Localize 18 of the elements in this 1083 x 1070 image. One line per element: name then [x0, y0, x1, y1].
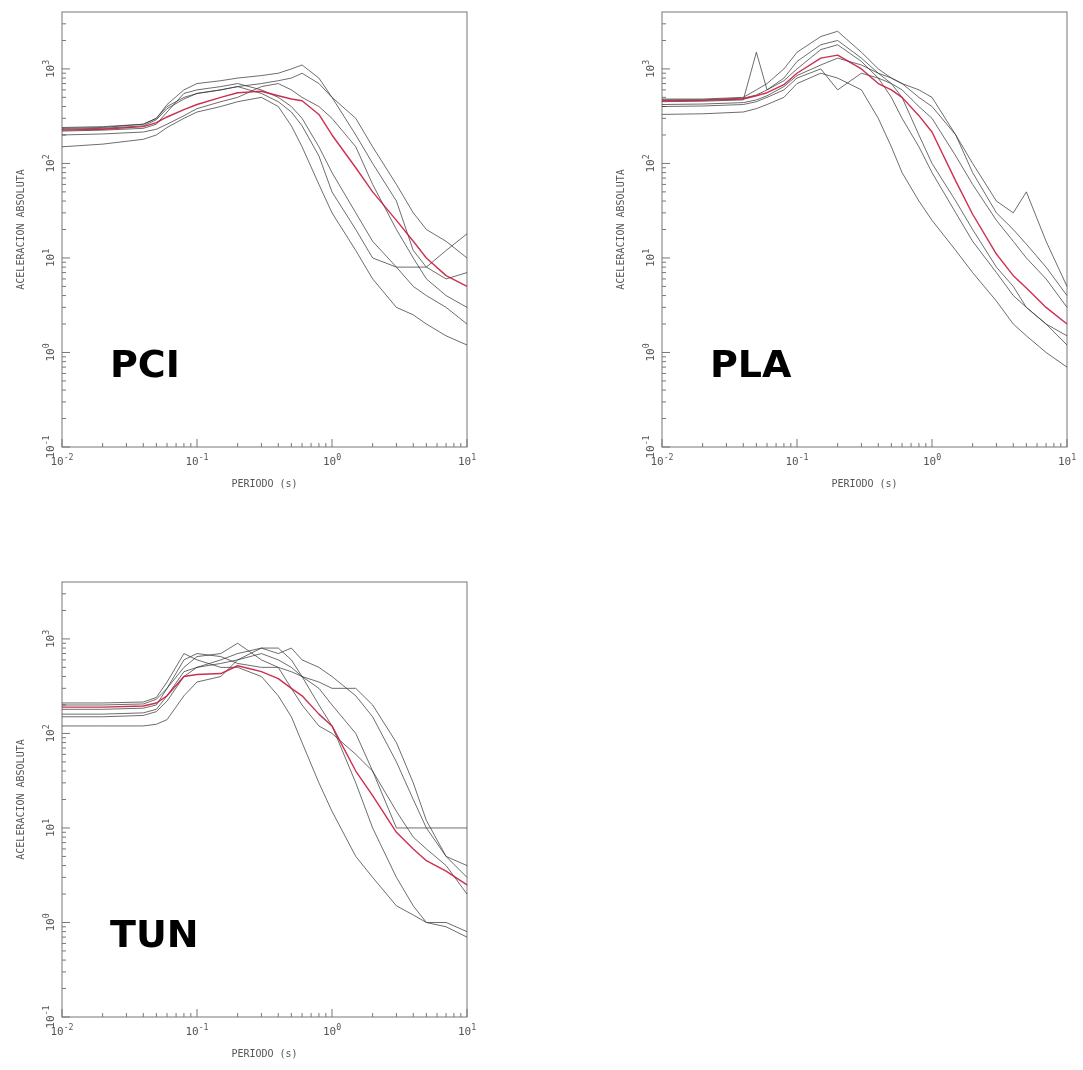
x-axis-title: PERIODO (s) [831, 478, 898, 489]
annotation: TUN [110, 912, 199, 956]
x-tick-label: 10$^{-1}$ [185, 452, 209, 468]
x-tick-label: 10$^{-1}$ [185, 1022, 209, 1038]
y-axis-title: ACELERACION ABSOLUTA [615, 169, 626, 290]
y-axis-title: ACELERACION ABSOLUTA [15, 169, 26, 290]
x-axis-title: PERIODO (s) [231, 1048, 298, 1059]
annotation: PCI [110, 342, 180, 386]
x-tick-label: 10$^{1}$ [457, 1022, 477, 1038]
y-axis-title: ACELERACION ABSOLUTA [15, 739, 26, 860]
x-tick-label: 10$^{1}$ [1057, 452, 1077, 468]
annotation: PLA [710, 342, 793, 386]
x-tick-label: 10$^{-1}$ [785, 452, 809, 468]
x-tick-label: 10$^{0}$ [322, 452, 342, 468]
x-tick-label: 10$^{1}$ [457, 452, 477, 468]
x-tick-label: 10$^{0}$ [322, 1022, 342, 1038]
x-axis-title: PERIODO (s) [231, 478, 298, 489]
x-tick-label: 10$^{0}$ [922, 452, 942, 468]
